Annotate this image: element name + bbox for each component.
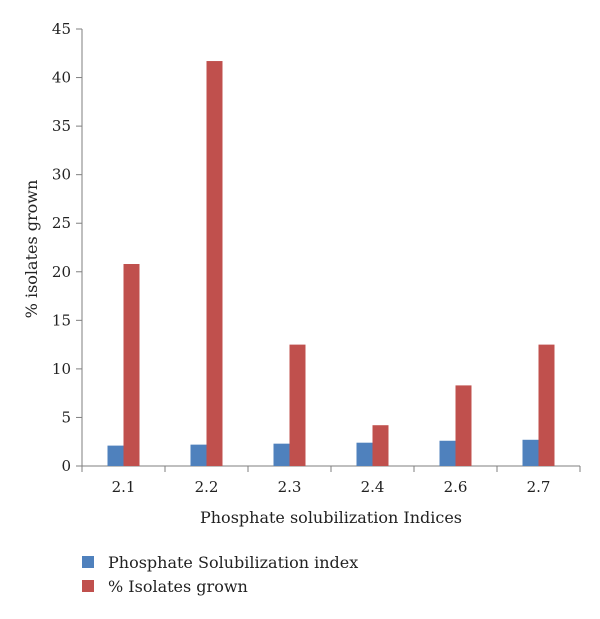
bar-isolates-2.7 <box>538 344 555 466</box>
x-axis: 2.1 2.2 2.3 2.4 2.6 2.7 <box>81 465 581 496</box>
legend: Phosphate Solubilization index % Isolate… <box>82 550 358 598</box>
x-tick-label: 2.7 <box>527 478 551 496</box>
x-tick-label: 2.6 <box>444 478 468 496</box>
bar-psi-2.3 <box>273 443 290 466</box>
bar-isolates-2.1 <box>123 264 140 466</box>
bar-chart: 0 5 10 15 20 25 30 35 40 45 2.1 2.2 2.3 2.4 2.6 2.7 Ph… <box>22 20 581 527</box>
bar-psi-2.7 <box>522 439 539 466</box>
legend-label-psi: Phosphate Solubilization index <box>108 552 359 572</box>
bar-isolates-2.3 <box>289 344 306 466</box>
y-axis: 0 5 10 15 20 25 30 35 40 45 <box>52 20 83 475</box>
y-tick-label: 15 <box>52 311 71 329</box>
y-tick-label: 0 <box>61 457 71 475</box>
bars <box>107 61 555 467</box>
y-tick-label: 5 <box>61 408 71 426</box>
bar-psi-2.1 <box>107 445 124 466</box>
x-tick-label: 2.3 <box>278 478 302 496</box>
bar-psi-2.2 <box>190 444 207 466</box>
bar-psi-2.4 <box>356 442 373 466</box>
y-tick-label: 40 <box>52 69 71 87</box>
legend-item-psi: Phosphate Solubilization index <box>82 550 358 574</box>
legend-swatch-isolates <box>82 580 94 592</box>
x-tick-label: 2.1 <box>112 478 136 496</box>
y-tick-label: 20 <box>52 263 71 281</box>
legend-swatch-psi <box>82 556 94 568</box>
y-tick-label: 45 <box>52 20 71 38</box>
bar-isolates-2.6 <box>455 385 472 466</box>
y-tick-label: 10 <box>52 360 71 378</box>
y-tick-label: 25 <box>52 214 71 232</box>
bar-isolates-2.2 <box>206 61 223 467</box>
y-tick-label: 35 <box>52 117 71 135</box>
bar-psi-2.6 <box>439 440 456 466</box>
legend-item-isolates: % Isolates grown <box>82 574 358 598</box>
bar-isolates-2.4 <box>372 425 389 466</box>
x-axis-title: Phosphate solubilization Indices <box>200 508 462 527</box>
legend-label-isolates: % Isolates grown <box>108 576 248 596</box>
x-tick-label: 2.2 <box>195 478 219 496</box>
x-tick-label: 2.4 <box>361 478 385 496</box>
y-tick-label: 30 <box>52 166 71 184</box>
y-axis-title: % isolates grown <box>22 180 41 319</box>
